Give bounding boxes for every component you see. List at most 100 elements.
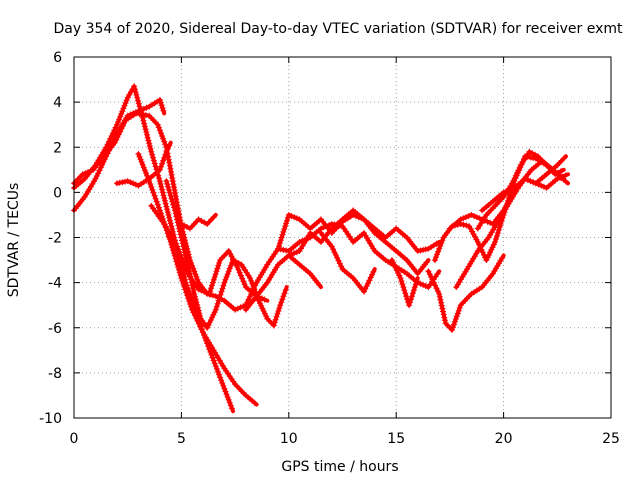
data-point [194, 304, 201, 311]
data-point [225, 396, 232, 403]
data-point [182, 286, 189, 293]
data-point [417, 247, 424, 254]
data-point [156, 207, 163, 214]
data-point [79, 171, 86, 178]
data-point [479, 249, 486, 256]
data-point [214, 368, 221, 375]
data-point [226, 399, 233, 406]
data-point [177, 272, 184, 279]
data-point [130, 110, 137, 117]
data-point [535, 181, 542, 188]
data-point [273, 313, 280, 320]
y-tick-label: -4 [48, 276, 62, 292]
data-point [489, 244, 496, 251]
data-point [142, 126, 149, 133]
data-point [408, 296, 414, 303]
data-point [213, 268, 220, 275]
data-point [174, 243, 181, 250]
data-point [474, 239, 481, 245]
data-point [240, 303, 247, 310]
data-point [335, 257, 342, 264]
data-point [246, 293, 253, 300]
data-point [118, 110, 125, 117]
data-point [151, 192, 158, 199]
data-point [275, 308, 282, 314]
data-point [213, 365, 220, 372]
y-tick-label: -2 [48, 231, 62, 247]
data-point [148, 148, 155, 155]
data-point [217, 291, 224, 298]
data-point [156, 127, 163, 134]
data-point [557, 174, 563, 181]
data-point [220, 382, 227, 389]
data-point [104, 141, 111, 148]
data-point [189, 282, 196, 289]
data-point [154, 121, 161, 128]
data-point [135, 100, 142, 107]
series-track-7 [163, 178, 289, 331]
data-point [188, 276, 195, 283]
data-point [193, 299, 200, 306]
data-point [178, 275, 185, 282]
data-point [168, 241, 175, 248]
data-point [250, 283, 257, 290]
data-point [473, 214, 480, 221]
data-point [293, 249, 300, 256]
data-point [251, 286, 258, 293]
data-point [245, 296, 252, 303]
data-point [433, 240, 440, 247]
data-point [540, 183, 547, 190]
data-point [487, 249, 494, 256]
data-point [194, 276, 201, 283]
data-point [234, 305, 241, 312]
data-point [436, 290, 443, 297]
data-point [164, 145, 171, 152]
data-point [413, 278, 420, 285]
data-point [178, 254, 185, 261]
data-point [465, 213, 472, 220]
data-point [115, 119, 121, 125]
data-point [500, 189, 507, 196]
data-point [271, 319, 278, 326]
data-point [146, 143, 153, 150]
data-point [186, 270, 193, 277]
data-point [168, 223, 175, 230]
data-point [159, 189, 166, 196]
x-axis-label: GPS time / hours [281, 459, 398, 475]
data-point [206, 319, 213, 326]
data-point [156, 175, 163, 182]
data-point [255, 297, 262, 304]
data-point [234, 263, 241, 270]
x-tick-label: 10 [280, 431, 298, 447]
data-point [484, 254, 491, 261]
data-point [247, 275, 254, 282]
data-point [161, 195, 168, 201]
data-point [183, 289, 190, 296]
data-point [183, 255, 190, 262]
data-point [219, 285, 226, 292]
data-point [181, 246, 188, 253]
data-point [527, 178, 534, 185]
data-point [135, 151, 142, 157]
data-point [487, 219, 494, 226]
data-point [151, 160, 158, 167]
data-point [281, 226, 288, 232]
data-point [169, 198, 176, 205]
data-point [143, 112, 149, 119]
data-point [143, 104, 150, 111]
data-point [104, 150, 111, 157]
data-point [168, 195, 175, 202]
data-point [162, 200, 169, 207]
data-point [132, 181, 139, 188]
data-point [153, 198, 160, 205]
data-point [406, 302, 413, 309]
data-point [451, 318, 458, 325]
y-tick-label: -6 [48, 321, 62, 337]
data-point [453, 313, 460, 320]
data-point [105, 147, 112, 154]
data-point [159, 133, 166, 139]
data-point [279, 296, 286, 303]
data-point [150, 154, 156, 161]
data-point [431, 257, 438, 264]
data-point [330, 246, 337, 253]
